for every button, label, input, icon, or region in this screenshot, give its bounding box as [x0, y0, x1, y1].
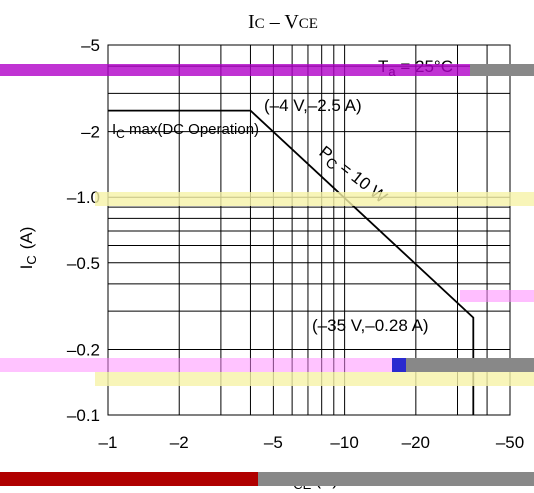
ic-max-label: IC max(DC Operation)	[112, 121, 259, 141]
artifact-band	[0, 358, 392, 372]
artifact-band	[0, 64, 470, 76]
artifact-band	[406, 358, 534, 372]
y-tick-label: –0.5	[67, 254, 100, 273]
artifact-band	[470, 64, 534, 76]
x-tick-label: –10	[330, 433, 358, 452]
y-tick-label: –2	[81, 123, 100, 142]
artifact-band	[258, 472, 534, 486]
y-axis-label: IC(A)	[17, 227, 39, 270]
corner-point-label-lower: (–35 V,–0.28 A)	[312, 316, 429, 335]
artifact-band	[460, 290, 534, 302]
x-tick-label: –2	[170, 433, 189, 452]
artifact-band	[95, 192, 534, 206]
artifact-band	[95, 372, 534, 386]
y-tick-label: –1.0	[67, 188, 100, 207]
chart-title: IC – VCE	[248, 11, 318, 33]
x-tick-label: –50	[496, 433, 524, 452]
x-tick-label: –1	[99, 433, 118, 452]
artifact-band	[392, 358, 406, 372]
plot-frame	[107, 44, 511, 416]
artifact-band	[0, 472, 258, 486]
y-tick-labels: –0.1 –0.2 –0.5 –1.0 –2 –5	[67, 36, 100, 425]
y-tick-label: –5	[81, 36, 100, 55]
y-tick-label: –0.2	[67, 340, 100, 359]
x-tick-labels: –1 –2 –5 –10 –20 –50	[99, 433, 525, 452]
corner-point-label-upper: (–4 V,–2.5 A)	[264, 96, 362, 115]
x-tick-label: –5	[264, 433, 283, 452]
y-tick-label: –0.1	[67, 406, 100, 425]
x-tick-label: –20	[402, 433, 430, 452]
